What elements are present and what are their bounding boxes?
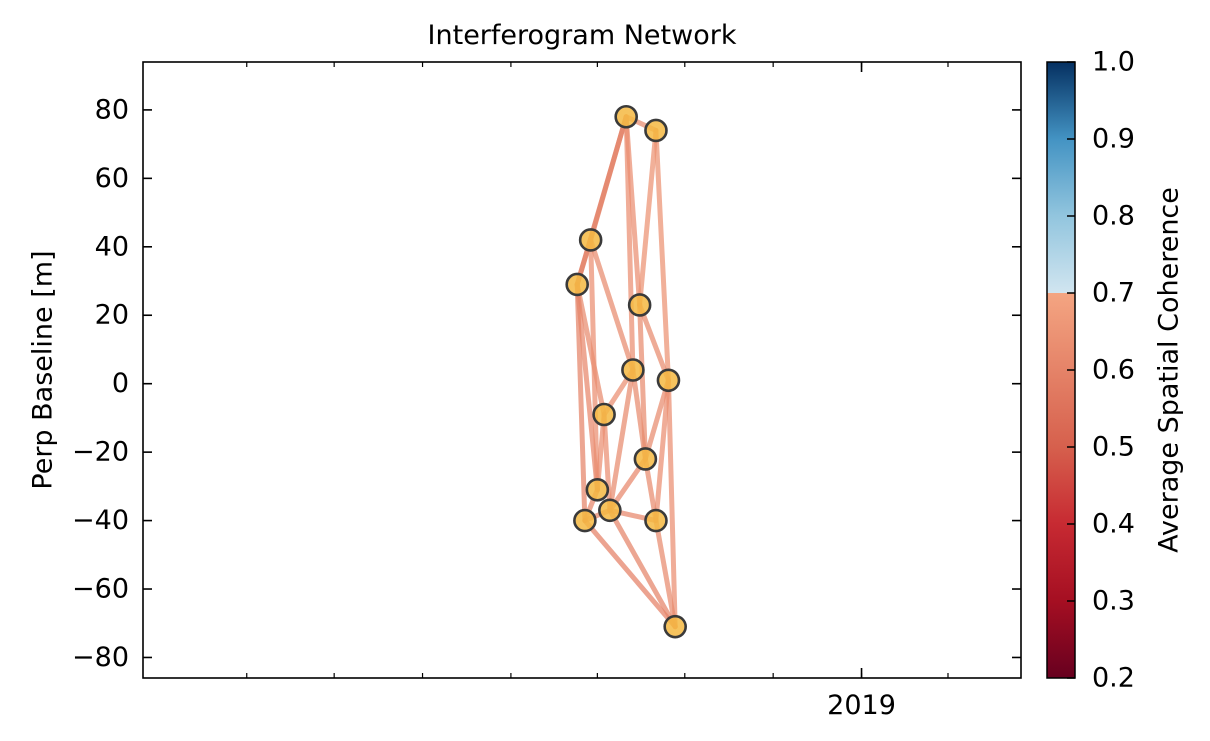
x-axis-ticks: 2019 [246, 62, 949, 721]
acquisition-points [565, 104, 687, 639]
colorbar-label: Average Spatial Coherence [1154, 187, 1185, 553]
interferogram-edge [637, 127, 659, 308]
interferogram-edges [574, 114, 678, 630]
interferogram-edge [653, 518, 678, 630]
acquisition-point [621, 358, 645, 382]
interferogram-edge [653, 127, 671, 383]
y-tick-label: 0 [112, 368, 129, 399]
interferogram-edge [607, 507, 678, 630]
acquisition-point [644, 508, 668, 533]
colorbar-tick-label: 0.9 [1092, 124, 1135, 155]
colorbar-tick-label: 1.0 [1092, 47, 1135, 78]
acquisition-point [565, 272, 589, 297]
colorbar-tick-label: 0.5 [1092, 432, 1135, 463]
plot-frame [142, 61, 1022, 679]
y-tick-label: 40 [95, 231, 129, 262]
colorbar-tick-label: 0.6 [1092, 355, 1135, 386]
chart-title: Interferogram Network [428, 20, 737, 51]
interferogram-edge [582, 518, 678, 630]
x-tick-label: 2019 [827, 690, 896, 721]
acquisition-point [663, 614, 687, 639]
colorbar-tick-label: 0.3 [1092, 586, 1135, 617]
y-axis-label: Perp Baseline [m] [28, 250, 59, 489]
interferogram-edge [574, 281, 588, 524]
interferogram-edge [588, 237, 600, 493]
interferogram-edge [630, 367, 648, 462]
y-tick-label: −60 [72, 574, 129, 605]
colorbar-tick-label: 0.4 [1092, 509, 1135, 540]
y-tick-label: 20 [95, 300, 129, 331]
colorbar-tick-label: 0.7 [1092, 278, 1135, 309]
acquisition-point [644, 118, 668, 143]
y-tick-label: −40 [72, 505, 129, 536]
interferogram-edge [588, 237, 636, 373]
y-tick-label: −80 [72, 642, 129, 673]
y-axis-ticks: 80 60 40 20 0 −20 −40 −60 −80 [72, 94, 1021, 673]
interferogram-edge [623, 114, 643, 308]
y-tick-label: −20 [72, 437, 129, 468]
interferogram-edge [601, 411, 613, 513]
acquisition-point [656, 368, 681, 393]
acquisition-point [585, 477, 610, 502]
acquisition-point [627, 293, 652, 317]
acquisition-point [633, 447, 658, 471]
colorbar-tick-label: 0.8 [1092, 201, 1135, 232]
acquisition-point [573, 508, 597, 533]
interferogram-edge [642, 377, 671, 462]
acquisition-point [592, 402, 616, 427]
y-tick-label: 80 [95, 94, 129, 125]
interferogram-edge [653, 377, 671, 524]
acquisition-point [614, 104, 638, 129]
interferogram-edge [665, 377, 678, 630]
acquisition-point [578, 228, 603, 252]
interferogram-edge [607, 367, 636, 513]
y-tick-label: 60 [95, 163, 129, 194]
interferogram-edge [588, 114, 629, 243]
interferogram-edge [637, 302, 648, 462]
interferogram-edge [637, 302, 671, 383]
colorbar-ticks: 1.0 0.9 0.8 0.7 0.6 0.5 0.4 0.3 0.2 [1067, 47, 1135, 694]
colorbar-tick-label: 0.2 [1092, 663, 1135, 694]
acquisition-point [598, 498, 622, 523]
